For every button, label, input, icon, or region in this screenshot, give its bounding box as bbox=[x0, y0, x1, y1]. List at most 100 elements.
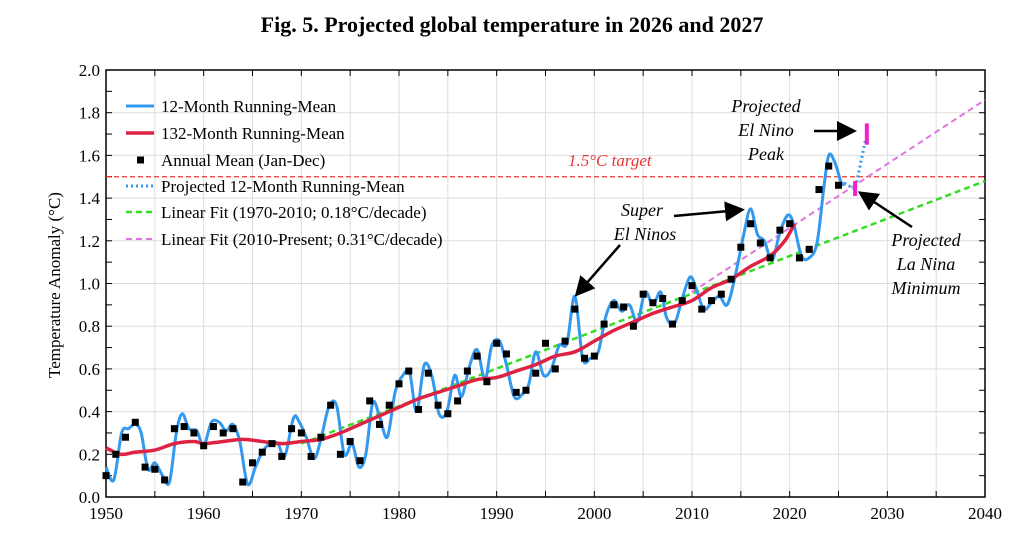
y-tick-label: 1.8 bbox=[79, 104, 100, 123]
annual-mean-point bbox=[278, 452, 286, 460]
legend: 12-Month Running-Mean 132-Month Running-M… bbox=[126, 97, 443, 249]
y-tick-label: 1.6 bbox=[79, 146, 100, 165]
legend-label: 132-Month Running-Mean bbox=[161, 124, 345, 143]
annotation-el-nino-peak-2: El Nino bbox=[737, 120, 794, 140]
annual-mean-point bbox=[336, 450, 344, 458]
annual-mean-point bbox=[542, 339, 549, 347]
x-tick-label: 1990 bbox=[480, 504, 514, 523]
series bbox=[102, 99, 986, 487]
legend-label: Projected 12-Month Running-Mean bbox=[161, 177, 405, 196]
annual-mean-point bbox=[229, 425, 237, 433]
y-tick-label: 2.0 bbox=[79, 61, 100, 80]
x-tick-label: 1970 bbox=[284, 504, 318, 523]
x-tick-label: 2020 bbox=[773, 504, 807, 523]
annual-mean-point bbox=[375, 420, 383, 428]
arrow-super-2 bbox=[574, 244, 621, 297]
x-tick-label: 1950 bbox=[89, 504, 123, 523]
y-tick-label: 1.2 bbox=[79, 232, 100, 251]
annual-mean-point bbox=[620, 303, 628, 311]
annual-mean-point bbox=[434, 401, 442, 409]
annual-mean-point bbox=[639, 290, 647, 298]
x-tick-label: 2000 bbox=[577, 504, 611, 523]
annual-mean-point bbox=[180, 423, 188, 431]
x-tick-label: 2030 bbox=[870, 504, 904, 523]
annual-mean-point bbox=[307, 452, 315, 460]
annual-mean-point bbox=[444, 410, 452, 418]
annual-mean-point bbox=[815, 186, 823, 194]
annual-mean-point bbox=[249, 459, 256, 467]
annual-mean-point bbox=[825, 162, 833, 170]
annual-mean-point bbox=[571, 305, 579, 313]
annual-mean-point bbox=[395, 380, 403, 388]
annual-mean-point bbox=[581, 354, 589, 362]
legend-label: Annual Mean (Jan-Dec) bbox=[161, 151, 325, 170]
target-label: 1.5°C target bbox=[568, 151, 653, 170]
annual-mean-point bbox=[405, 367, 413, 375]
running-mean-132-line bbox=[105, 222, 797, 457]
annual-mean-point bbox=[424, 369, 432, 377]
annual-mean-point bbox=[659, 294, 667, 302]
axes: 0.0 0.2 0.4 0.6 0.8 1.0 1.2 1.4 1.6 1.8 2.0 1950 196… bbox=[79, 61, 1002, 523]
annual-mean-point bbox=[590, 352, 598, 360]
annual-mean-point bbox=[776, 226, 784, 234]
annual-mean-point bbox=[356, 457, 364, 465]
y-axis-label: Temperature Anomaly (°C) bbox=[45, 192, 64, 378]
annual-mean-point bbox=[835, 181, 842, 189]
annual-mean-point bbox=[131, 418, 139, 426]
y-tick-label: 1.0 bbox=[79, 275, 100, 294]
annual-mean-point bbox=[766, 254, 774, 262]
annual-mean-point bbox=[668, 320, 676, 328]
annual-mean-point bbox=[473, 352, 481, 360]
annotation-el-nino-peak-3: Peak bbox=[747, 144, 785, 164]
annual-mean-point bbox=[795, 254, 803, 262]
annual-mean-point bbox=[288, 425, 296, 433]
annual-mean-point bbox=[190, 429, 198, 437]
legend-label: Linear Fit (2010-Present; 0.31°C/decade) bbox=[161, 230, 443, 249]
annotation-super-2: El Ninos bbox=[613, 224, 677, 244]
annual-mean-point bbox=[151, 465, 159, 473]
annual-mean-point bbox=[708, 297, 716, 305]
x-tick-label: 1980 bbox=[382, 504, 416, 523]
annual-mean-point bbox=[297, 429, 305, 437]
annual-mean-point bbox=[737, 243, 745, 251]
x-tick-label: 2040 bbox=[968, 504, 1002, 523]
annual-mean-point bbox=[698, 305, 706, 313]
y-tick-label: 0.6 bbox=[79, 360, 100, 379]
x-tick-label: 2010 bbox=[675, 504, 709, 523]
legend-swatch bbox=[137, 156, 144, 164]
annual-mean-point bbox=[649, 299, 657, 307]
annotation-la-nina-1: Projected bbox=[890, 230, 961, 250]
annual-mean-point bbox=[268, 440, 276, 448]
annual-mean-point bbox=[756, 239, 764, 247]
linear-fit-2010-present bbox=[691, 99, 986, 293]
annual-mean-point bbox=[483, 378, 491, 386]
annotation-super-1: Super bbox=[621, 200, 664, 220]
annotation-el-nino-peak-1: Projected bbox=[730, 96, 801, 116]
annual-mean-point bbox=[209, 423, 217, 431]
arrow-super-1 bbox=[673, 201, 745, 222]
annual-mean-point bbox=[346, 437, 354, 445]
annual-mean-point bbox=[688, 282, 696, 290]
annual-mean-point bbox=[786, 220, 794, 228]
annual-mean-point bbox=[258, 448, 266, 456]
annotation-la-nina-3: Minimum bbox=[891, 278, 961, 298]
annual-mean-point bbox=[366, 397, 374, 405]
annual-mean-point bbox=[678, 297, 686, 305]
annual-mean-point bbox=[415, 405, 423, 413]
annual-mean-point bbox=[805, 245, 813, 253]
y-tick-label: 0.8 bbox=[79, 317, 100, 336]
annual-mean-point bbox=[454, 397, 462, 405]
annual-mean-point bbox=[122, 433, 130, 441]
annual-mean-point bbox=[170, 425, 178, 433]
annual-mean-point bbox=[385, 401, 393, 409]
x-tick-label: 1960 bbox=[187, 504, 221, 523]
y-tick-label: 0.4 bbox=[79, 403, 101, 422]
annual-mean-point bbox=[561, 337, 569, 345]
annual-mean-point bbox=[512, 388, 520, 396]
y-tick-label: 0.2 bbox=[79, 445, 100, 464]
annual-mean-point bbox=[102, 472, 110, 480]
annual-mean-point bbox=[532, 369, 540, 377]
annual-mean-point bbox=[551, 365, 559, 373]
annual-mean-point bbox=[717, 290, 725, 298]
